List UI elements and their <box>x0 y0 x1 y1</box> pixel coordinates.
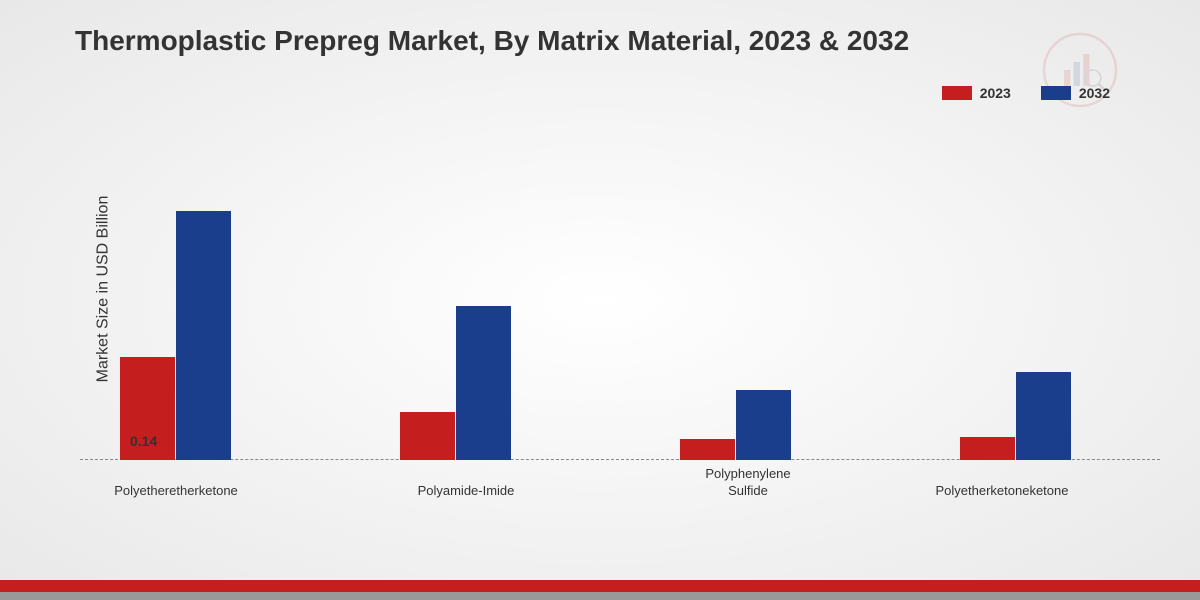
bar-group <box>680 390 791 460</box>
bar <box>736 390 791 460</box>
legend-item-2032: 2032 <box>1041 85 1110 101</box>
legend-swatch-2023 <box>942 86 972 100</box>
category-label: Polyetheretherketone <box>96 483 256 500</box>
chart-title: Thermoplastic Prepreg Market, By Matrix … <box>75 25 909 57</box>
legend-swatch-2032 <box>1041 86 1071 100</box>
footer-grey-stripe <box>0 592 1200 600</box>
category-label: Polyamide-Imide <box>386 483 546 500</box>
legend-label-2032: 2032 <box>1079 85 1110 101</box>
bar <box>400 412 455 460</box>
value-label: 0.14 <box>130 433 157 449</box>
legend-label-2023: 2023 <box>980 85 1011 101</box>
legend-item-2023: 2023 <box>942 85 1011 101</box>
category-label: Polyetherketoneketone <box>922 483 1082 500</box>
footer-bar <box>0 580 1200 600</box>
bar <box>176 211 231 460</box>
legend: 2023 2032 <box>942 85 1110 101</box>
chart-area: 0.14 Polyetheretherketone Polyamide-Imide… <box>80 130 1160 510</box>
bar <box>456 306 511 460</box>
bar-group: 0.14 <box>120 211 231 460</box>
footer-red-stripe <box>0 580 1200 592</box>
bar: 0.14 <box>120 357 175 460</box>
bar <box>1016 372 1071 460</box>
category-label: PolyphenyleneSulfide <box>668 466 828 500</box>
bar <box>680 439 735 460</box>
bar-group <box>400 306 511 460</box>
bar <box>960 437 1015 460</box>
bar-group <box>960 372 1071 460</box>
